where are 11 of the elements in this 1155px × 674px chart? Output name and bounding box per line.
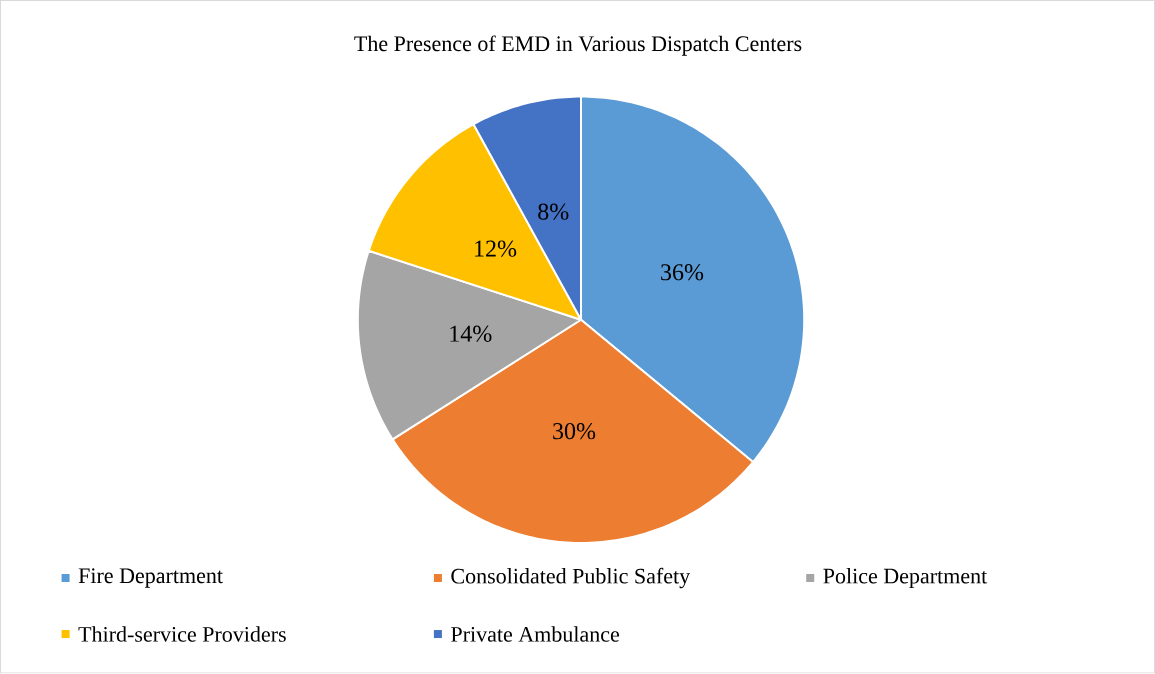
data-label: 14% [450, 325, 492, 343]
data-label: 36% [661, 264, 704, 281]
legend-label: Fire Department [78, 568, 223, 588]
data-label: 12% [475, 240, 517, 257]
legend-label: Private Ambulance [451, 626, 620, 642]
chart-title: The Presence of EMD in Various Dispatch Centers [354, 35, 802, 56]
legend-label: Third-service Providers [78, 626, 286, 642]
data-label: 30% [553, 423, 596, 440]
legend-label: Police Department [823, 568, 988, 589]
data-label: 8% [538, 203, 569, 221]
legend-label: Consolidated Public Safety [451, 568, 691, 589]
